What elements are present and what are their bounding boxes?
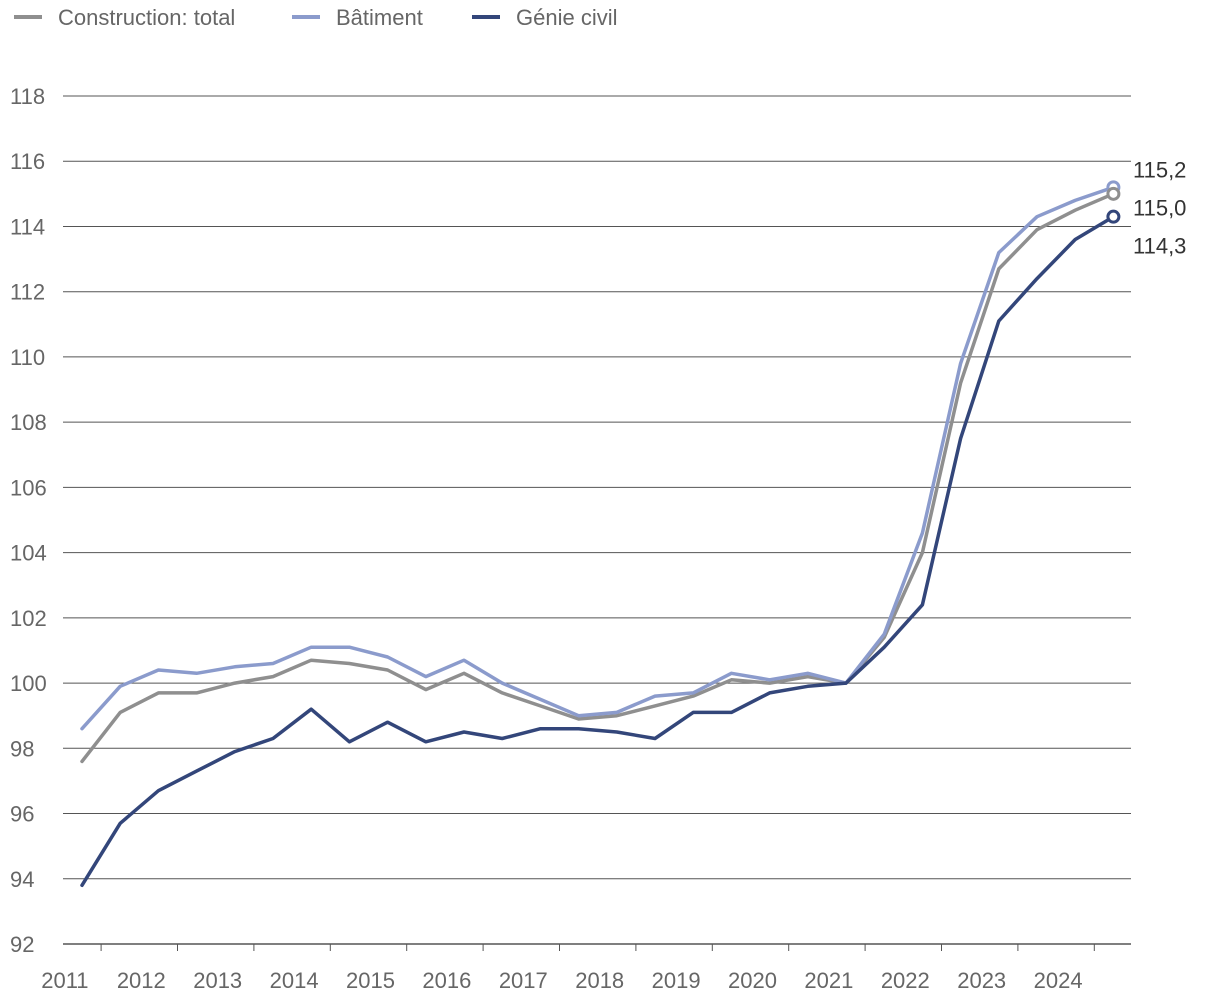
y-tick-label: 100 [10, 671, 47, 696]
y-tick-label: 116 [10, 149, 45, 174]
x-tick-label: 2024 [1034, 968, 1083, 993]
x-tick-label: 2013 [193, 968, 242, 993]
end-value-label: 115,2 [1133, 157, 1186, 182]
end-marker-0 [1106, 186, 1121, 201]
end-value-label: 114,3 [1133, 233, 1186, 258]
x-tick-label: 2022 [881, 968, 930, 993]
y-tick-label: 114 [10, 214, 45, 239]
x-tick-label: 2020 [728, 968, 777, 993]
y-tick-label: 106 [10, 475, 47, 500]
y-tick-label: 102 [10, 606, 47, 631]
end-value-labels: 115,2 115,0 114,3 [1133, 157, 1186, 258]
y-tick-label: 96 [10, 802, 34, 827]
series-line-0 [80, 192, 1116, 764]
legend: Construction: total Bâtiment Génie civil [14, 5, 617, 30]
end-value-label: 115,0 [1133, 195, 1186, 220]
x-tick-label: 2015 [346, 968, 395, 993]
legend-label: Construction: total [58, 5, 235, 30]
y-tick-label: 118 [10, 84, 45, 109]
x-tick-label: 2018 [575, 968, 624, 993]
legend-label: Bâtiment [336, 5, 423, 30]
y-tick-label: 110 [10, 345, 45, 370]
y-tick-label: 112 [10, 280, 45, 305]
x-tick-label: 2016 [422, 968, 471, 993]
series-lines [80, 185, 1116, 888]
series-line-2 [80, 214, 1116, 888]
x-tick-label: 2017 [499, 968, 548, 993]
y-tick-label: 108 [10, 410, 47, 435]
x-tick-label: 2021 [804, 968, 853, 993]
legend-label: Génie civil [516, 5, 617, 30]
y-tick-label: 94 [10, 867, 34, 892]
y-tick-label: 98 [10, 736, 34, 761]
x-tick-label: 2011 [41, 968, 88, 993]
series-line-1 [80, 185, 1116, 731]
x-tick-label: 2012 [117, 968, 166, 993]
y-tick-label: 92 [10, 932, 34, 957]
x-axis-tick-labels: 2011 2012 2013 2014 2015 2016 2017 2018 2019 2020… [41, 944, 1095, 993]
y-axis-tick-labels: 92 94 96 98 100 102 104 106 108 110 112 114 116 118 [10, 84, 47, 957]
y-tick-label: 104 [10, 541, 47, 566]
end-markers [1106, 180, 1121, 224]
x-tick-label: 2014 [270, 968, 319, 993]
end-marker-2 [1106, 209, 1121, 224]
gridlines [63, 95, 1131, 945]
x-tick-label: 2019 [652, 968, 701, 993]
x-tick-label: 2023 [957, 968, 1006, 993]
